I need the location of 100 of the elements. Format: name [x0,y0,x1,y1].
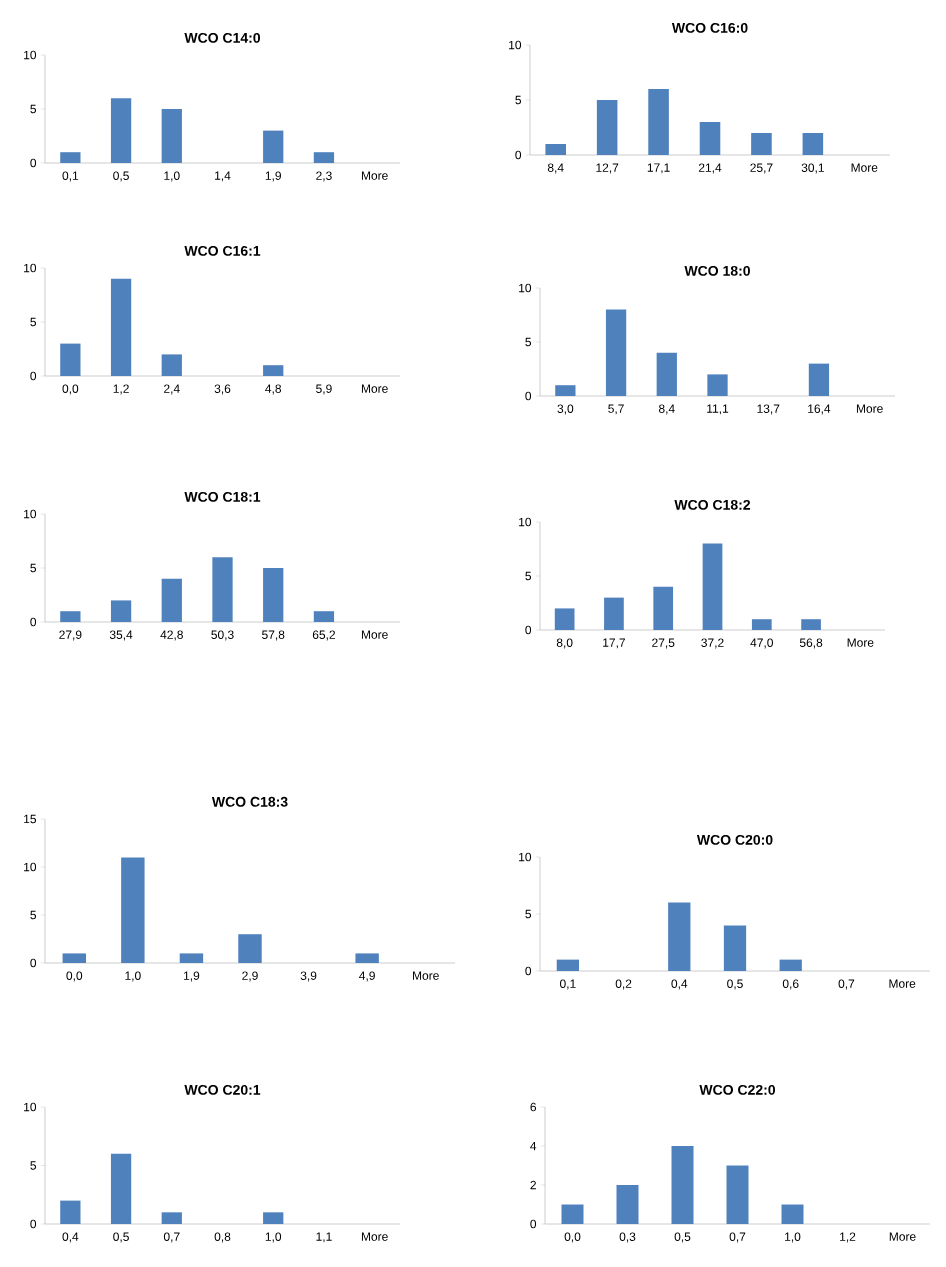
bar [707,374,728,397]
x-tick-label: 0,4 [671,979,688,990]
x-tick-label: 0,5 [113,171,129,182]
bar [653,586,674,631]
chart-title: WCO C14:0 [184,32,261,43]
bar [212,557,233,623]
x-tick-label: 42,8 [160,630,183,641]
bar [263,1212,284,1225]
y-tick-label: 5 [525,337,532,347]
bar [726,1165,749,1225]
bar [62,953,86,964]
x-tick-label: 35,4 [109,630,133,641]
bar [263,568,284,623]
x-tick-label: 1,9 [265,171,281,182]
x-tick-label: 1,0 [164,171,180,182]
bar [313,152,335,163]
x-tick-label: 56,8 [799,638,823,649]
y-tick-label: 10 [519,283,532,293]
x-tick-label: 17,1 [647,163,670,174]
x-tick-label: 0,7 [838,979,855,990]
bar [554,608,575,631]
x-tick-label: 3,0 [557,404,574,415]
chart-title: WCO C18:2 [674,499,751,510]
x-tick-label: 1,9 [184,971,200,982]
bar [596,100,618,156]
chart-title: WCO C18:1 [184,491,261,502]
y-tick-label: 0 [525,391,532,401]
x-tick-label: 1,0 [125,971,141,982]
bar [723,925,747,972]
x-tick-label: More [847,638,874,647]
bar [808,363,830,397]
bar [555,385,576,397]
y-tick-label: 0 [530,1219,537,1229]
y-tick-label: 0 [30,617,37,627]
x-tick-label: 8,4 [547,163,564,174]
x-tick-label: 1,4 [215,171,231,182]
y-tick-label: 10 [24,509,37,519]
bar [781,1204,804,1225]
bar [238,934,262,964]
y-tick-label: 10 [24,50,37,60]
bar [556,959,579,972]
x-tick-label: 2,4 [164,384,180,395]
bar [702,543,723,631]
bar [656,352,677,397]
bar [671,1146,694,1225]
y-tick-label: 0 [30,1219,37,1229]
x-tick-label: 0,7 [163,1232,180,1243]
bar [668,902,691,972]
x-tick-label: 57,8 [262,630,285,641]
bar [161,109,182,163]
y-tick-label: 5 [30,910,37,920]
y-tick-label: 5 [515,95,522,105]
bar [60,1200,81,1225]
bar [561,1204,584,1225]
x-tick-label: 0,2 [615,979,632,990]
bar [605,309,627,397]
x-tick-label: 65,2 [312,630,335,641]
chart-title: WCO C16:1 [184,245,261,256]
x-tick-label: 1,0 [265,1232,282,1243]
bar [802,133,824,156]
bar [263,130,284,163]
bar [699,122,721,156]
x-tick-label: 27,9 [59,630,82,641]
x-tick-label: 0,5 [674,1232,691,1243]
x-tick-label: 21,4 [698,163,722,174]
y-tick-label: 5 [30,563,37,573]
x-tick-label: 1,2 [840,1232,856,1243]
chart-title: WCO C18:3 [211,796,288,807]
x-tick-label: 0,6 [782,979,799,990]
chart-title: WCO C22:0 [699,1084,776,1095]
x-tick-label: 47,0 [750,638,773,649]
y-tick-label: 6 [530,1102,537,1112]
x-tick-label: 5,7 [608,404,624,415]
bar [60,343,81,377]
x-tick-label: 0,0 [66,971,83,982]
x-tick-label: More [851,163,878,172]
x-tick-label: More [361,384,388,393]
y-tick-label: 5 [525,909,532,919]
y-tick-label: 0 [525,625,532,635]
bar [616,1185,639,1225]
bar [313,611,335,623]
x-tick-label: 1,0 [785,1232,801,1243]
y-tick-label: 5 [30,317,37,327]
y-tick-label: 0 [30,371,37,381]
y-tick-label: 10 [24,1102,37,1112]
y-tick-label: 10 [24,263,37,273]
x-tick-label: 50,3 [211,630,234,641]
x-tick-label: 4,9 [359,971,375,982]
bar [801,619,821,631]
bar [110,1153,132,1225]
x-tick-label: More [361,630,388,639]
x-tick-label: 37,2 [701,638,724,649]
x-tick-label: 0,4 [62,1232,79,1243]
y-tick-label: 4 [530,1141,537,1151]
x-tick-label: 0,7 [729,1232,746,1243]
y-tick-label: 10 [24,862,37,872]
x-tick-label: More [889,1232,916,1241]
bar [110,98,132,163]
bar [545,144,566,156]
bar [60,611,81,623]
